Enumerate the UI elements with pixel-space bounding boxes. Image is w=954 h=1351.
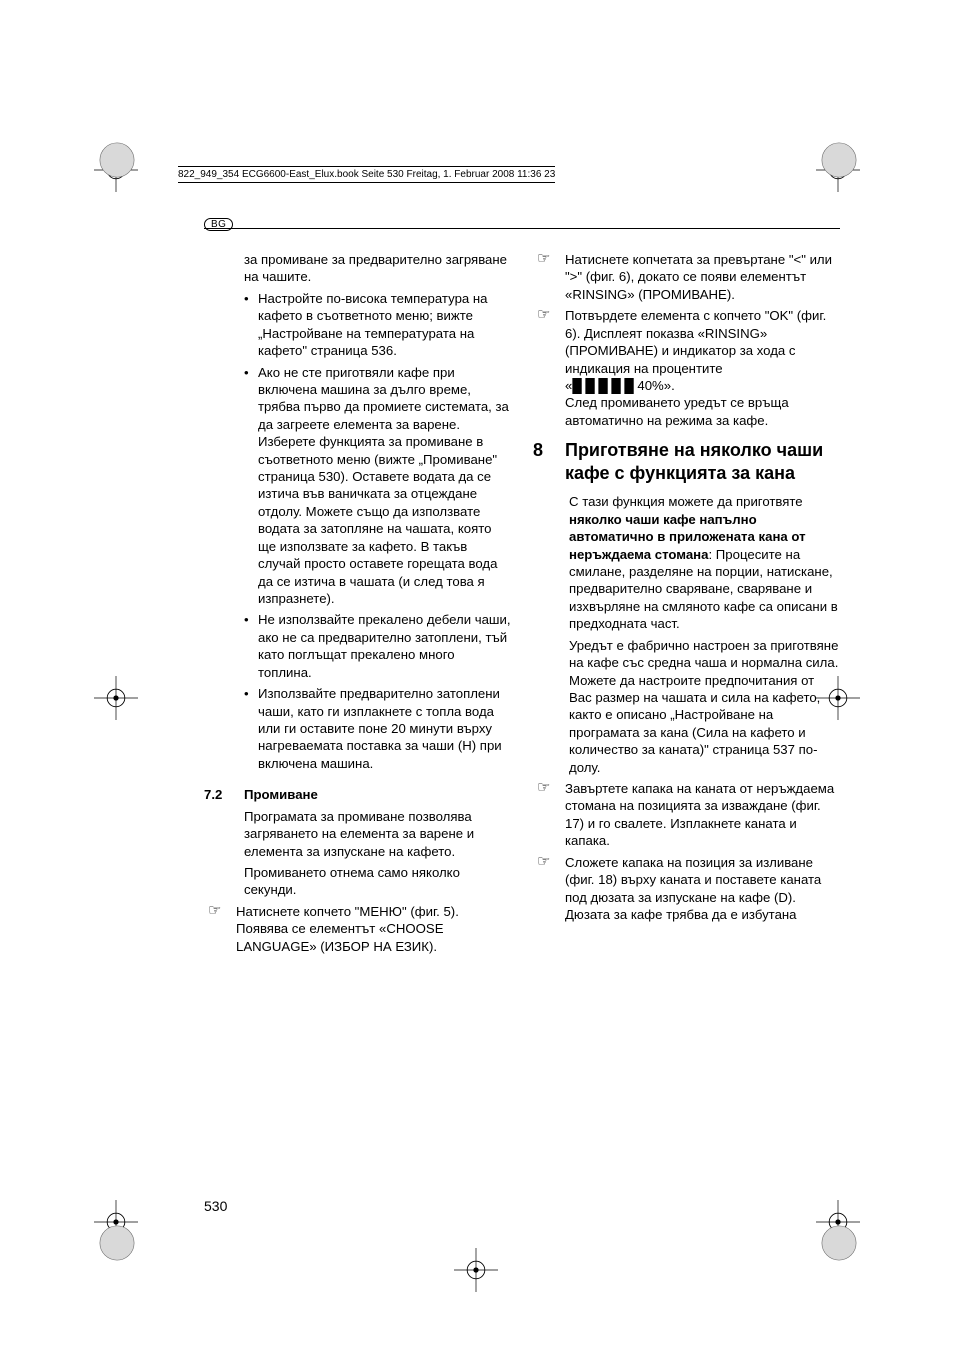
body-text: С тази функция можете да приготвяте няко…	[533, 493, 840, 632]
step-item: ☞ Потвърдете елемента с копчето "OK" (фи…	[533, 307, 840, 429]
text-span: С тази функция можете да приготвяте	[569, 494, 803, 509]
list-item: Не използвайте прекалено дебели чаши, ак…	[244, 611, 511, 681]
step-item: ☞ Натиснете копчетата за превъртане "<" …	[533, 251, 840, 303]
hand-icon: ☞	[533, 307, 565, 429]
regmark-circle-icon	[820, 141, 858, 179]
body-text: Програмата за промиване позволява загряв…	[204, 808, 511, 860]
page-number: 530	[204, 1198, 227, 1214]
step-text: Натиснете копчето "МЕНЮ" (фиг. 5). Появя…	[236, 903, 511, 955]
step-text-part: След промиването уредът се връща автомат…	[565, 395, 789, 427]
right-column: ☞ Натиснете копчетата за превъртане "<" …	[533, 247, 840, 955]
regmark-circle-icon	[820, 1224, 858, 1262]
body-text: за промиване за предварително загряване …	[204, 251, 511, 286]
left-column: за промиване за предварително загряване …	[204, 247, 511, 955]
step-text: Натиснете копчетата за превъртане "<" ил…	[565, 251, 840, 303]
hand-icon: ☞	[533, 854, 565, 924]
page-content: за промиване за предварително загряване …	[204, 228, 840, 955]
hand-icon: ☞	[533, 780, 565, 850]
step-text: Завъртете капака на каната от неръждаема…	[565, 780, 840, 850]
step-item: ☞ Завъртете капака на каната от неръждае…	[533, 780, 840, 850]
list-item: Настройте по-висока температура на кафет…	[244, 290, 511, 360]
step-text: Потвърдете елемента с копчето "OK" (фиг.…	[565, 307, 840, 429]
section-heading: 7.2 Промиване	[204, 786, 511, 803]
regmark-circle-icon	[98, 1224, 136, 1262]
regmark-circle-icon	[98, 141, 136, 179]
step-item: ☞ Натиснете копчето "МЕНЮ" (фиг. 5). Поя…	[204, 903, 511, 955]
hand-icon: ☞	[204, 903, 236, 955]
list-item: Използвайте предварително затоплени чаши…	[244, 685, 511, 772]
body-text: Уредът е фабрично настроен за приготвяне…	[533, 637, 840, 776]
section-number: 7.2	[204, 786, 234, 803]
hand-icon: ☞	[533, 251, 565, 303]
bullet-list: Настройте по-висока температура на кафет…	[244, 290, 511, 772]
running-head: 822_949_354 ECG6600-East_Elux.book Seite…	[178, 166, 555, 183]
list-item: Ако не сте приготвяли кафе при включена …	[244, 364, 511, 608]
step-item: ☞ Сложете капака на позиция за изливане …	[533, 854, 840, 924]
section-heading: 8 Приготвяне на няколко чаши кафе с функ…	[533, 439, 840, 485]
section-number: 8	[533, 439, 551, 485]
step-text-part: Потвърдете елемента с копчето "OK" (фиг.…	[565, 308, 826, 375]
progress-indicator: «█ █ █ █ █ 40%».	[565, 378, 675, 393]
section-title: Приготвяне на няколко чаши кафе с функци…	[565, 439, 840, 485]
regmark-icon	[94, 676, 138, 720]
body-text: Промиването отнема само няколко секунди.	[204, 864, 511, 899]
step-text: Сложете капака на позиция за изливане (ф…	[565, 854, 840, 924]
section-title: Промиване	[244, 786, 318, 803]
regmark-icon	[454, 1248, 498, 1292]
